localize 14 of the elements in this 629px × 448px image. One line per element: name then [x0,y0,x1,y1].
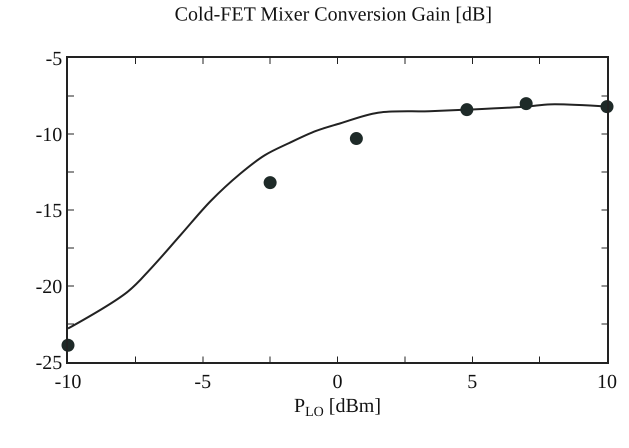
x-tick-label: 5 [467,370,478,393]
point [264,176,277,190]
point [460,103,474,116]
point [350,132,363,146]
x-tick-label: 0 [332,370,342,393]
chart-title: Cold-FET Mixer Conversion Gain [dB] [174,4,492,26]
y-tick-label: -10 [36,124,62,146]
y-tick-label: -15 [36,200,62,222]
x-tick-label: 10 [597,370,617,393]
x-tick-label: -5 [194,370,212,393]
point [520,97,533,110]
y-tick-label: -20 [36,276,62,298]
y-tick-label: -5 [46,48,62,70]
x-axis-title: P$_{LO}$ [dBm] [294,394,382,420]
